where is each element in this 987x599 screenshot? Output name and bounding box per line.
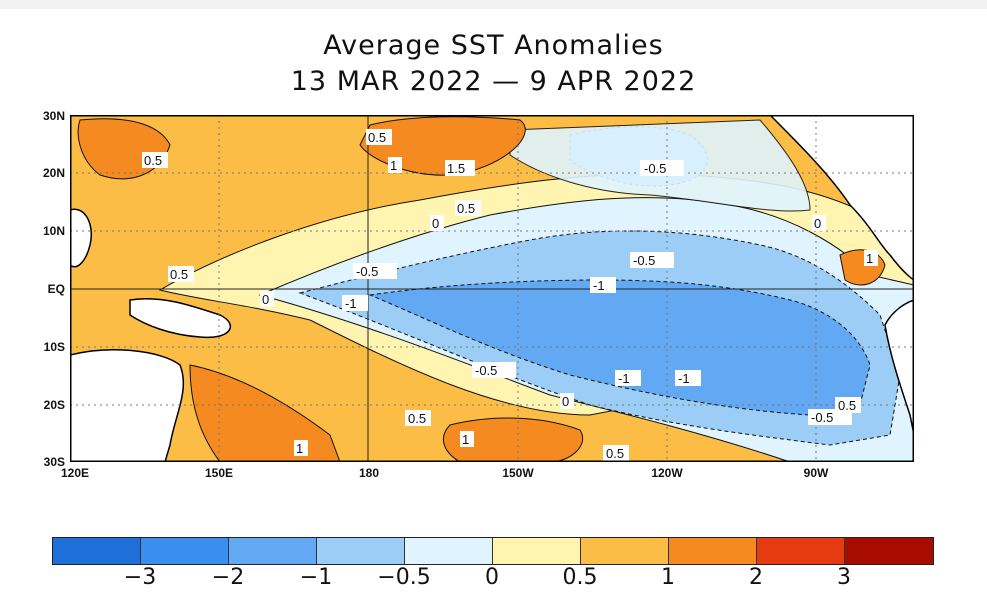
colorbar-swatch <box>229 538 317 564</box>
colorbar-swatch <box>757 538 845 564</box>
colorbar-swatch <box>845 538 933 564</box>
colorbar-tick-label: −2 <box>211 565 245 590</box>
chart-subtitle: 13 MAR 2022 — 9 APR 2022 <box>290 66 697 97</box>
colorbar-tick-label: 0 <box>485 565 499 590</box>
lat-label-30n: 30N <box>42 109 65 123</box>
colorbar-tick-label: 0.5 <box>562 565 598 590</box>
land-south-america <box>884 298 915 436</box>
land-americas <box>710 114 915 282</box>
contour-label: -1 <box>345 296 357 311</box>
colorbar-tick-label: −0.5 <box>377 565 431 590</box>
lon-label-90w: 90W <box>803 466 829 480</box>
colorbar <box>52 537 934 565</box>
contour-label: 0 <box>562 394 569 409</box>
contour-label: 1 <box>296 441 303 456</box>
lat-label-20s: 20S <box>43 398 65 412</box>
anomaly-zone-south-warm-mid <box>442 417 584 463</box>
lat-label-20n: 20N <box>42 166 65 180</box>
sst-anomaly-map: 0.5 0.5 1 1.5 0.5 0 -0.5 0.5 -0.5 -1 -0.… <box>69 114 915 463</box>
contour-label: 0 <box>432 216 439 231</box>
colorbar-tick-label: 3 <box>837 565 851 590</box>
contour-label: 0.5 <box>368 130 386 145</box>
contour-label: -1 <box>618 371 630 386</box>
map-reference-lines <box>70 115 914 462</box>
colorbar-swatch <box>581 538 669 564</box>
lat-label-10s: 10S <box>43 340 65 354</box>
contour-label: 1 <box>462 432 469 447</box>
lon-label-180: 180 <box>358 466 380 480</box>
contour-label: -0.5 <box>475 363 497 378</box>
map-frame <box>70 115 914 462</box>
colorbar-swatch <box>493 538 581 564</box>
contour-label: 0.5 <box>144 153 162 168</box>
colorbar-swatch <box>317 538 405 564</box>
colorbar-swatch <box>405 538 493 564</box>
colorbar-swatch <box>141 538 229 564</box>
contour-label: -0.5 <box>356 264 378 279</box>
contour-label: -1 <box>593 278 605 293</box>
lon-label-120w: 120W <box>651 466 683 480</box>
land-new-guinea <box>129 297 232 339</box>
lon-label-150w: 150W <box>502 466 534 480</box>
contour-label: 1 <box>866 251 873 266</box>
colorbar-tick-label: 1 <box>661 565 675 590</box>
lat-label-30s: 30S <box>43 455 65 469</box>
map-grid <box>70 115 914 462</box>
lat-label-10n: 10N <box>42 224 65 238</box>
contour-label: 0.5 <box>606 446 624 461</box>
contour-label: 1 <box>390 158 397 173</box>
contour-label: 0.5 <box>170 267 188 282</box>
contour-label: 0 <box>262 292 269 307</box>
lat-label-eq: EQ <box>47 282 65 296</box>
colorbar-tick-label: 2 <box>749 565 763 590</box>
contour-label: -1 <box>678 371 690 386</box>
contour-label: 1.5 <box>447 161 465 176</box>
anomaly-zone-below-neg1 <box>368 279 871 416</box>
colorbar-tick-label: −1 <box>299 565 333 590</box>
contour-label: 0.5 <box>838 398 856 413</box>
contour-label: 0 <box>814 216 821 231</box>
colorbar-tick-label: −3 <box>123 565 157 590</box>
lon-label-150e: 150E <box>204 466 234 480</box>
land-philippines <box>69 208 92 268</box>
contour-label: 0.5 <box>457 201 475 216</box>
colorbar-swatch <box>669 538 757 564</box>
contour-label: -0.5 <box>633 253 655 268</box>
land-australia <box>69 349 185 463</box>
contour-label: -0.5 <box>811 410 833 425</box>
contour-label: -0.5 <box>644 161 666 176</box>
chart-title: Average SST Anomalies <box>323 30 664 61</box>
contour-label: 0.5 <box>408 411 426 426</box>
top-bar <box>0 0 987 9</box>
lon-label-120e: 120E <box>60 466 90 480</box>
colorbar-swatch <box>53 538 141 564</box>
contour-labels: 0.5 0.5 1 1.5 0.5 0 -0.5 0.5 -0.5 -1 -0.… <box>142 129 878 461</box>
anomaly-zone-south-warm-west <box>189 364 341 463</box>
